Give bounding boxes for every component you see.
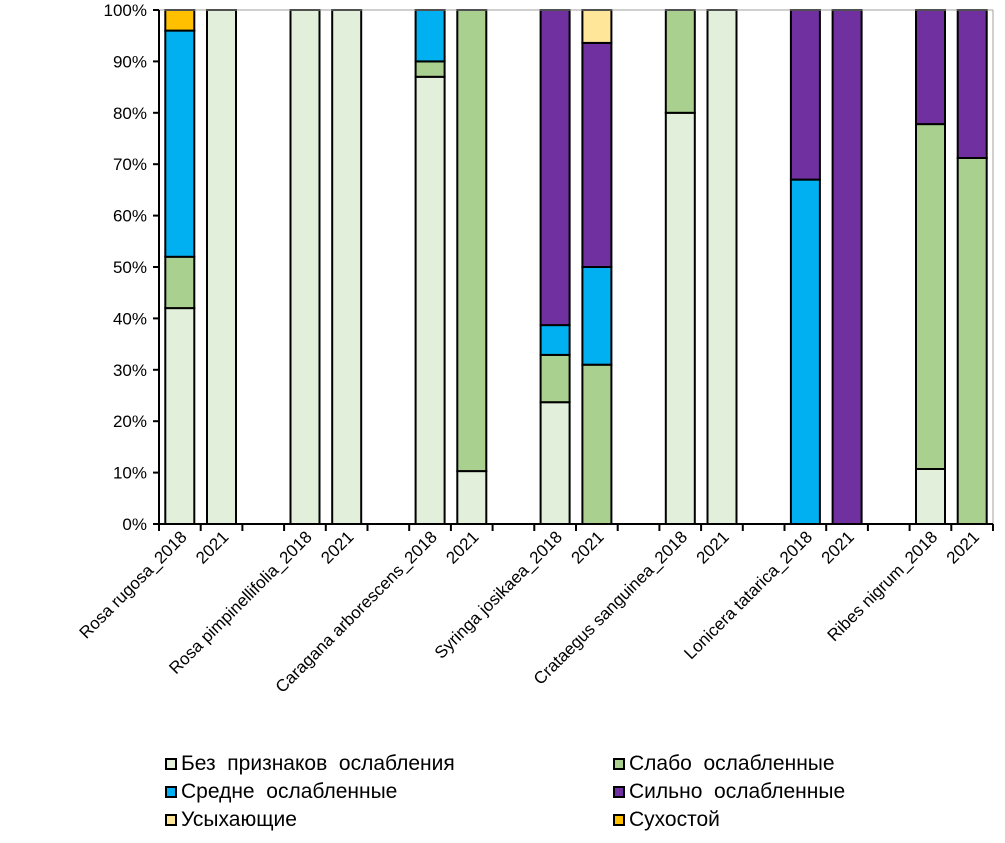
legend-label: Без признаков ослабления [181,751,455,775]
x-tick-label: 2021 [192,527,232,567]
legend-item: Усыхающие [165,806,613,833]
legend-swatch [165,813,177,826]
y-tick-label: 70% [113,155,147,174]
bar-segment [664,111,696,526]
x-tick-label: 2021 [818,527,858,567]
x-tick-label: 2021 [567,527,607,567]
bar-segment [164,9,196,32]
bar-segment [581,363,613,526]
x-tick-label: Rosa rugosa_2018 [76,527,191,642]
legend-label: Сильно ослабленные [629,779,846,803]
y-tick-label: 80% [113,104,147,123]
x-tick-label: 2021 [317,527,357,567]
y-tick-label: 60% [113,207,147,226]
legend-label: Слабо ослабленные [629,751,835,775]
bar-segment [206,9,237,525]
legend-label: Сухостой [629,807,720,831]
bar-segment [956,9,988,159]
x-tick-label: 2021 [943,527,983,567]
y-tick-label: 50% [113,258,147,277]
bar-segment [706,9,738,525]
bar-segment [539,9,571,327]
y-tick-label: 20% [113,412,147,431]
bar-segment [289,9,321,525]
y-tick-label: 40% [113,309,147,328]
legend-swatch [165,785,177,798]
x-tick-label: Rosa pimpinellifolia_2018 [165,527,315,677]
bar-segment [456,470,488,526]
bar-segment [331,9,363,525]
bar-segment [831,9,863,525]
y-tick-label: 10% [113,464,147,483]
bar-segment [915,468,946,525]
x-tick-label: 2021 [693,527,733,567]
legend-swatch [613,785,625,798]
legend: Без признаков ослабления Слабо ослабленны… [165,750,925,833]
bar-segment [915,9,946,126]
x-tick-label: 2021 [442,527,482,567]
legend-label: Усыхающие [181,807,297,831]
y-axis: 0% 10% 20% 30% 40% 50% 60% 70% 80% 90% 100% [104,1,160,534]
bar-segment [789,178,821,525]
legend-item: Без признаков ослабления [165,750,613,777]
bar-segment [164,307,196,525]
bar-segment [581,41,613,269]
bar-segment [539,401,571,526]
y-tick-label: 90% [113,52,147,71]
bar-segment [414,75,446,526]
legend-label: Средне ослабленные [181,779,398,803]
bar-segment [164,255,196,310]
legend-swatch [165,757,177,770]
y-tick-label: 0% [122,515,147,534]
legend-item: Слабо ослабленные [613,750,913,777]
bar-segment [581,266,613,366]
legend-item: Сильно ослабленные [613,778,913,805]
bar-segment [539,324,571,356]
legend-item: Сухостой [613,806,913,833]
y-tick-label: 100% [104,1,147,20]
bar-segment [456,9,488,473]
stacked-bar-chart: 0% 10% 20% 30% 40% 50% 60% 70% 80% 90% 100% Rosa r… [76,1,994,697]
bar-segment [915,123,946,470]
bar-segment [581,9,613,44]
y-tick-label: 30% [113,361,147,380]
bar-segment [789,9,821,181]
bar-segment [956,157,988,525]
legend-swatch [613,757,625,770]
bar-segment [664,9,696,114]
bar-segment [539,353,571,404]
bar-segment [164,29,196,258]
bars-layer [164,9,988,526]
bar-segment [414,9,446,63]
legend-item: Средне ослабленные [165,778,613,805]
legend-swatch [613,813,625,826]
bar-segment [414,60,446,78]
